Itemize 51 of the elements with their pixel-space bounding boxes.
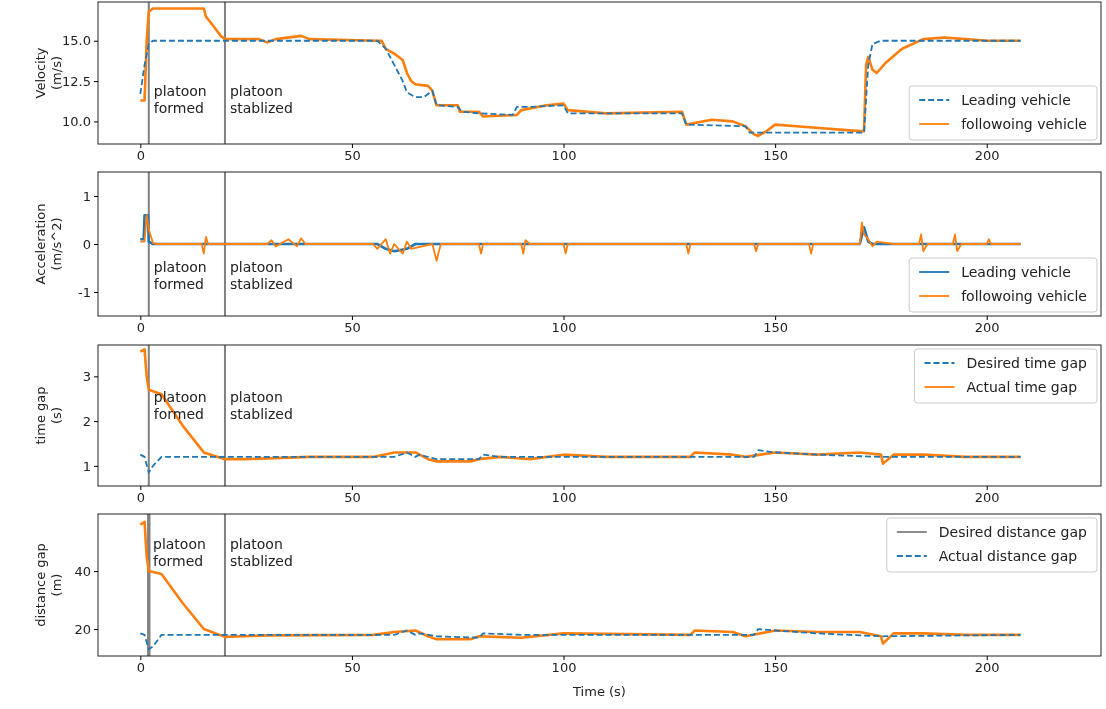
x-tick-label: 100	[551, 490, 577, 506]
x-tick-label: 0	[136, 148, 145, 164]
x-tick-label: 200	[974, 490, 1000, 506]
y-tick-label: 40	[74, 563, 91, 579]
x-tick-label: 150	[763, 148, 789, 164]
y-tick-label: -1	[78, 284, 91, 300]
x-tick-label: 100	[551, 320, 577, 336]
legend-label: Actual time gap	[966, 378, 1078, 395]
legend-label: Leading vehicle	[961, 263, 1071, 280]
x-tick-label: 0	[136, 660, 145, 676]
ref-line-label: platoon stablized	[229, 259, 293, 293]
x-tick-label: 150	[763, 490, 789, 506]
y-axis-title: time gap (s)	[32, 386, 64, 445]
annotation: platoon formed	[153, 535, 206, 569]
y-axis-title: distance gap (m)	[32, 543, 64, 627]
legend-label: Desired distance gap	[938, 523, 1087, 540]
x-tick-label: 200	[974, 148, 1000, 164]
y-axis-title: Velocity (m/s)	[32, 47, 64, 99]
x-tick-label: 50	[344, 490, 361, 506]
ref-line-label: platoon stablized	[229, 389, 293, 423]
y-tick-label: 1	[82, 188, 91, 204]
y-axis-title: Acceleration (m/s^2)	[32, 203, 64, 285]
y-tick-label: 15.0	[62, 33, 91, 49]
ref-line-label: platoon formed	[153, 259, 207, 293]
x-tick-label: 150	[763, 660, 789, 676]
legend-label: Leading vehicle	[961, 91, 1071, 108]
x-tick-label: 100	[551, 660, 577, 676]
x-tick-label: 150	[763, 320, 789, 336]
x-tick-label: 0	[136, 490, 145, 506]
legend-label: Desired time gap	[966, 354, 1087, 371]
y-tick-label: 1	[82, 458, 91, 474]
ref-line-label: platoon stablized	[229, 83, 293, 117]
ref-line-label: platoon formed	[153, 83, 207, 117]
y-tick-label: 2	[82, 413, 91, 429]
y-tick-label: 20	[74, 621, 91, 637]
x-tick-label: 50	[344, 320, 361, 336]
x-tick-label: 50	[344, 148, 361, 164]
y-tick-label: 3	[82, 368, 91, 384]
x-tick-label: 200	[974, 320, 1000, 336]
x-tick-label: 200	[974, 660, 1000, 676]
legend-label: followoing vehicle	[961, 115, 1087, 132]
legend-label: Actual distance gap	[938, 547, 1078, 564]
ref-line-label: platoon stablized	[229, 535, 293, 569]
x-tick-label: 100	[551, 148, 577, 164]
y-tick-label: 10.0	[62, 114, 91, 130]
x-tick-label: 50	[344, 660, 361, 676]
y-tick-label: 0	[82, 236, 91, 252]
x-tick-label: 0	[136, 320, 145, 336]
y-tick-label: 12.5	[62, 73, 91, 89]
legend-label: followoing vehicle	[961, 287, 1087, 304]
x-axis-title: Time (s)	[572, 684, 626, 699]
